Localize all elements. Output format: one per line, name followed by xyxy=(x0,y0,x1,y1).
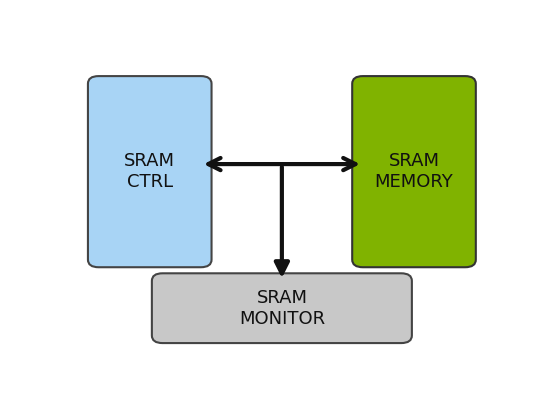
Text: SRAM
MEMORY: SRAM MEMORY xyxy=(375,152,453,191)
FancyBboxPatch shape xyxy=(352,76,476,267)
Text: SRAM
MONITOR: SRAM MONITOR xyxy=(239,289,325,327)
FancyBboxPatch shape xyxy=(152,273,412,343)
Text: SRAM
CTRL: SRAM CTRL xyxy=(124,152,175,191)
FancyBboxPatch shape xyxy=(88,76,212,267)
